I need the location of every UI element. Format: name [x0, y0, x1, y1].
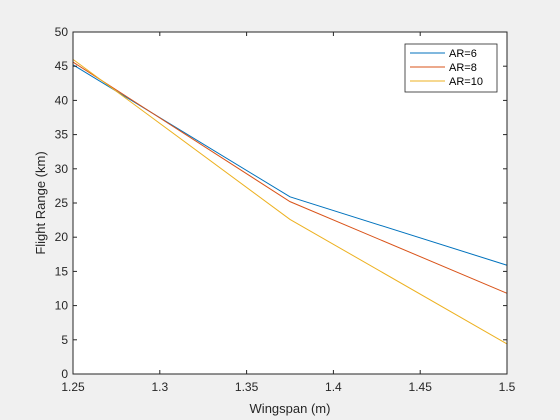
y-tick-label: 30 [55, 162, 69, 176]
y-tick-label: 5 [61, 333, 68, 347]
legend: AR=6 AR=8 AR=10 [404, 43, 498, 93]
y-tick-label: 10 [55, 299, 69, 313]
x-tick-label: 1.25 [61, 380, 85, 394]
x-tick-label: 1.35 [235, 380, 259, 394]
x-tick-label: 1.5 [499, 380, 516, 394]
y-tick-label: 45 [55, 59, 69, 73]
y-tick-label: 20 [55, 230, 69, 244]
y-tick-label: 40 [55, 93, 69, 107]
y-tick-label: 15 [55, 264, 69, 278]
y-tick-label: 50 [55, 25, 69, 39]
legend-label: AR=8 [449, 62, 477, 74]
y-axis-label: Flight Range (km) [33, 151, 48, 254]
series-line-ar-10 [72, 58, 508, 345]
series-group [72, 58, 508, 345]
ticks-group: 1.25 1.3 1.35 1.4 1.45 1.5 0 5 10 15 20 25 30 35 40 45 5… [55, 25, 516, 394]
legend-label: AR=10 [449, 76, 483, 88]
x-axis-label: Wingspan (m) [250, 401, 331, 416]
series-line-ar-8 [72, 61, 508, 294]
x-tick-label: 1.3 [151, 380, 168, 394]
y-tick-label: 0 [61, 367, 68, 381]
legend-box [404, 43, 498, 93]
legend-label: AR=6 [449, 48, 477, 60]
x-tick-label: 1.4 [325, 380, 342, 394]
x-tick-label: 1.45 [409, 380, 433, 394]
y-tick-label: 25 [55, 196, 69, 210]
y-tick-label: 35 [55, 128, 69, 142]
